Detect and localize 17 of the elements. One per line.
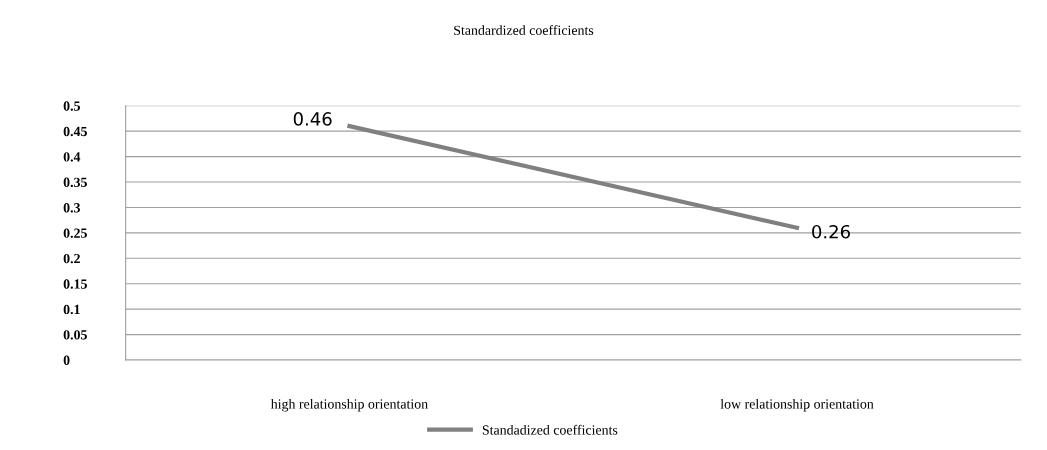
y-tick-label: 0.15 xyxy=(63,279,87,289)
chart-title: Standardized coefficients xyxy=(454,25,594,35)
y-tick-label: 0.35 xyxy=(63,177,87,188)
y-tick-label: 0.45 xyxy=(63,126,87,137)
y-tick-label: 0.4 xyxy=(63,152,81,162)
y-tick-label: 0.1 xyxy=(63,304,80,315)
data-label: 0.26 xyxy=(812,224,850,239)
x-tick-label: low relationship orientation xyxy=(720,398,874,412)
data-label: 0.46 xyxy=(293,112,332,126)
y-tick-label: 0.2 xyxy=(63,253,80,264)
y-tick-label: 0.3 xyxy=(63,203,81,213)
y-tick-label: 0.05 xyxy=(63,330,87,340)
y-tick-label: 0.25 xyxy=(63,228,87,238)
legend-label: Standadized coefficients xyxy=(482,424,618,435)
y-tick-label: 0 xyxy=(63,355,70,365)
y-tick-label: 0.5 xyxy=(63,101,80,111)
x-tick-label: high relationship orientation xyxy=(270,398,428,412)
